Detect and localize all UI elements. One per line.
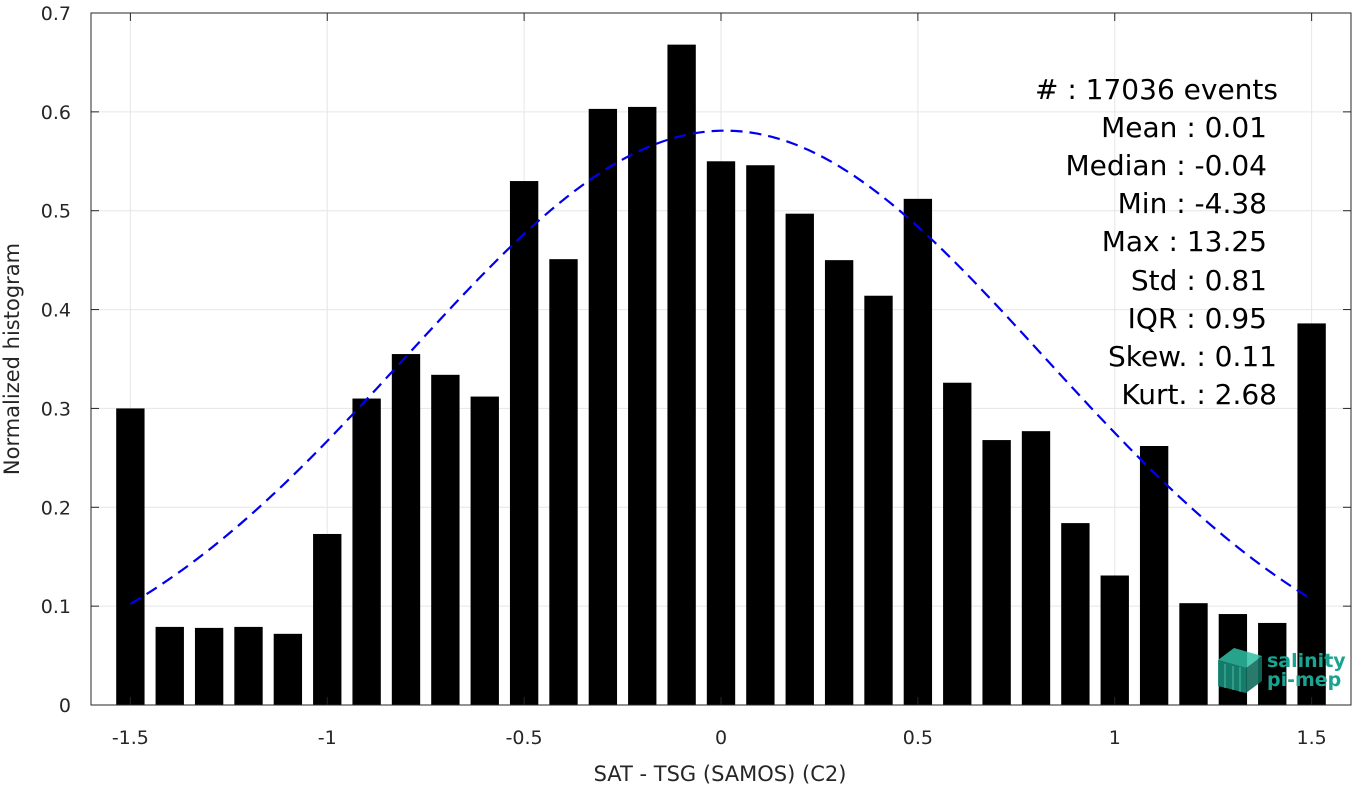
- y-tick-label: 0.3: [41, 398, 71, 420]
- stat-kurt: Kurt. : 2.68: [1121, 378, 1277, 411]
- logo-text-pimep: pi-mep: [1267, 669, 1341, 691]
- histogram-bar: [194, 627, 224, 705]
- y-tick-label: 0.6: [41, 102, 71, 124]
- histogram-bar: [391, 354, 421, 705]
- cube-logo-icon: [1218, 648, 1262, 693]
- y-axis-title: Normalized histogram: [0, 243, 24, 475]
- histogram-bar: [234, 626, 263, 705]
- histogram-bar: [628, 106, 657, 705]
- histogram-bar: [549, 259, 578, 705]
- x-tick-label: -1: [318, 727, 337, 749]
- x-tick-label: 0.5: [903, 727, 933, 749]
- histogram-bar: [706, 161, 736, 706]
- logo-text-salinity: salinity: [1267, 650, 1346, 672]
- histogram-bar: [785, 213, 814, 705]
- histogram-bar: [1139, 445, 1169, 705]
- tick-labels: -1.5 -1 -0.5 0 0.5 1 1.5 0 0.1 0.2 0.3 0.4 0.5 0.6 0.7: [41, 3, 1327, 749]
- histogram-bar: [1179, 603, 1208, 705]
- histogram-bar: [1021, 431, 1051, 705]
- histogram-bar: [1258, 622, 1287, 705]
- histogram-bar: [864, 295, 893, 705]
- x-tick-label: -0.5: [506, 727, 543, 749]
- histogram-bar: [588, 108, 618, 706]
- histogram-bar: [470, 396, 499, 705]
- stat-max: Max : 13.25: [1102, 225, 1267, 258]
- ticks: [91, 12, 1351, 706]
- salinity-pimep-logo: salinity pi-mep: [1218, 648, 1346, 693]
- histogram-bar: [116, 408, 145, 705]
- histogram-bar: [352, 398, 381, 705]
- histogram-bar: [1100, 575, 1129, 705]
- histogram-bar: [903, 198, 933, 705]
- stats-box: # : 17036 events Mean : 0.01 Median : -0…: [1035, 73, 1278, 411]
- histogram-bar: [1297, 323, 1326, 705]
- x-tick-label: 1: [1109, 727, 1121, 749]
- histogram-bar: [509, 181, 539, 706]
- stat-events: # : 17036 events: [1035, 73, 1278, 106]
- histogram-bar: [746, 165, 775, 706]
- histogram-bar: [982, 440, 1011, 705]
- stat-min: Min : -4.38: [1118, 187, 1267, 220]
- stat-median: Median : -0.04: [1065, 149, 1267, 182]
- y-tick-label: 0: [59, 695, 71, 717]
- x-tick-label: 1.5: [1297, 727, 1327, 749]
- histogram-bar: [273, 633, 303, 705]
- y-tick-label: 0.5: [41, 201, 71, 223]
- x-tick-label: -1.5: [112, 727, 149, 749]
- stat-iqr: IQR : 0.95: [1128, 302, 1267, 335]
- histogram-bar: [1061, 523, 1090, 705]
- y-tick-label: 0.2: [41, 497, 71, 519]
- y-tick-label: 0.7: [41, 3, 71, 25]
- histogram-bar: [313, 533, 342, 705]
- histogram-bar: [824, 260, 854, 705]
- bars: [116, 44, 1326, 706]
- stat-skew: Skew. : 0.11: [1108, 340, 1277, 373]
- stat-std: Std : 0.81: [1131, 264, 1267, 297]
- y-tick-label: 0.4: [41, 300, 71, 322]
- normal-fit-curve: [129, 129, 1313, 605]
- stat-mean: Mean : 0.01: [1101, 111, 1267, 144]
- histogram-bar: [943, 382, 972, 705]
- y-tick-label: 0.1: [41, 596, 71, 618]
- x-axis-title: SAT - TSG (SAMOS) (C2): [594, 762, 847, 785]
- histogram-bar: [667, 44, 696, 706]
- x-tick-label: 0: [715, 727, 727, 749]
- histogram-bar: [155, 626, 184, 705]
- histogram-bar: [431, 374, 460, 705]
